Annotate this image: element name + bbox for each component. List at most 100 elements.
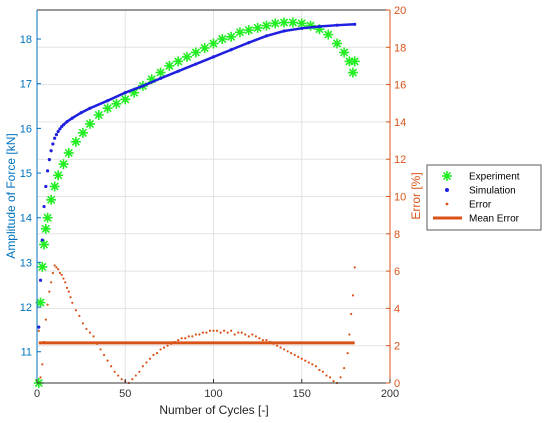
experiment-point (270, 18, 281, 29)
error-point (304, 359, 307, 362)
error-point (53, 264, 56, 267)
experiment-point (208, 38, 219, 49)
simulation-point (158, 76, 163, 80)
simulation-point (264, 34, 269, 38)
error-point (64, 281, 67, 284)
asterisk-stroke (271, 19, 280, 28)
asterisk-stroke (54, 171, 63, 180)
experiment-point (173, 56, 184, 67)
asterisk-stroke (85, 119, 95, 129)
error-point (55, 266, 58, 269)
simulation-point (335, 23, 339, 27)
error-point (51, 271, 54, 275)
x-tick-label: 200 (381, 388, 399, 400)
error-point (110, 365, 113, 368)
error-point (290, 352, 293, 355)
error-point (41, 363, 44, 366)
error-point (88, 331, 92, 334)
asterisk-stroke (235, 28, 245, 37)
simulation-point (282, 29, 286, 33)
experiment-point (226, 31, 237, 42)
error-point (348, 333, 351, 336)
y-right-tick-label: 6 (394, 266, 400, 278)
simulation-point (47, 158, 51, 162)
error-point (46, 303, 49, 306)
asterisk-stroke (227, 32, 236, 41)
experiment-point (53, 170, 64, 181)
y-right-tick-label: 12 (394, 154, 406, 166)
experiment-point (46, 194, 57, 205)
asterisk-stroke (36, 298, 45, 307)
x-tick-label: 100 (204, 388, 222, 400)
error-point (102, 353, 106, 357)
simulation-point (54, 133, 59, 137)
y-right-tick-label: 10 (394, 192, 406, 204)
y-axis-left-label: Amplitude of Force [kN] (4, 133, 18, 258)
error-point (353, 266, 356, 269)
experiment-point (40, 223, 51, 234)
simulation-point (61, 123, 66, 127)
experiment-point (58, 159, 69, 170)
y-left-tick-label: 18 (20, 34, 32, 46)
asterisk-stroke (59, 160, 68, 169)
x-axis-label: Number of Cycles [-] (159, 403, 268, 417)
experiment-point (339, 47, 350, 58)
asterisk-stroke (262, 21, 271, 30)
asterisk-stroke (348, 68, 358, 77)
error-point (279, 346, 282, 349)
experiment-point (70, 136, 81, 147)
experiment-point (279, 17, 290, 28)
experiment-point (120, 94, 131, 105)
asterisk-stroke (191, 48, 200, 57)
asterisk-stroke (165, 61, 174, 70)
experiment-point (155, 67, 166, 78)
asterisk-stroke (43, 213, 52, 222)
y-left-tick-label: 16 (20, 123, 32, 135)
experiment-point (252, 22, 263, 33)
error-point (44, 318, 47, 321)
error-point (106, 359, 109, 362)
error-point (145, 361, 148, 364)
error-point (332, 380, 335, 383)
y-right-tick-label: 4 (394, 303, 400, 315)
error-point (226, 331, 229, 334)
asterisk-stroke (200, 43, 209, 53)
experiment-point (49, 181, 60, 192)
simulation-point (51, 142, 55, 146)
error-point (351, 294, 355, 297)
error-point (78, 314, 81, 317)
error-point (233, 333, 236, 336)
error-point (328, 376, 332, 379)
simulation-point (247, 41, 251, 45)
error-point (198, 333, 201, 336)
asterisk-stroke (129, 88, 139, 97)
error-point (177, 339, 180, 342)
legend-label: Error (469, 200, 492, 211)
simulation-point (53, 136, 57, 140)
error-point (69, 296, 72, 299)
asterisk-stroke (324, 30, 333, 39)
experiment-point (243, 25, 254, 36)
simulation-point (45, 169, 50, 173)
error-point (67, 290, 70, 293)
experiment-point (39, 239, 50, 250)
y-right-tick-label: 14 (394, 117, 406, 129)
error-point (131, 378, 134, 381)
simulation-point (141, 84, 145, 88)
error-point (39, 376, 42, 379)
error-point (247, 335, 250, 338)
experiment-point (37, 261, 48, 272)
simulation-point (176, 69, 180, 73)
experiment-point (217, 34, 228, 45)
grid (37, 10, 390, 383)
error-point (265, 339, 268, 342)
asterisk-stroke (288, 18, 298, 27)
error-point (99, 348, 102, 351)
error-point (346, 352, 349, 355)
y-left-tick-label: 13 (20, 257, 32, 269)
error-point (120, 378, 123, 381)
error-point (62, 277, 65, 280)
error-point (261, 339, 265, 342)
experiment-point (164, 60, 175, 71)
